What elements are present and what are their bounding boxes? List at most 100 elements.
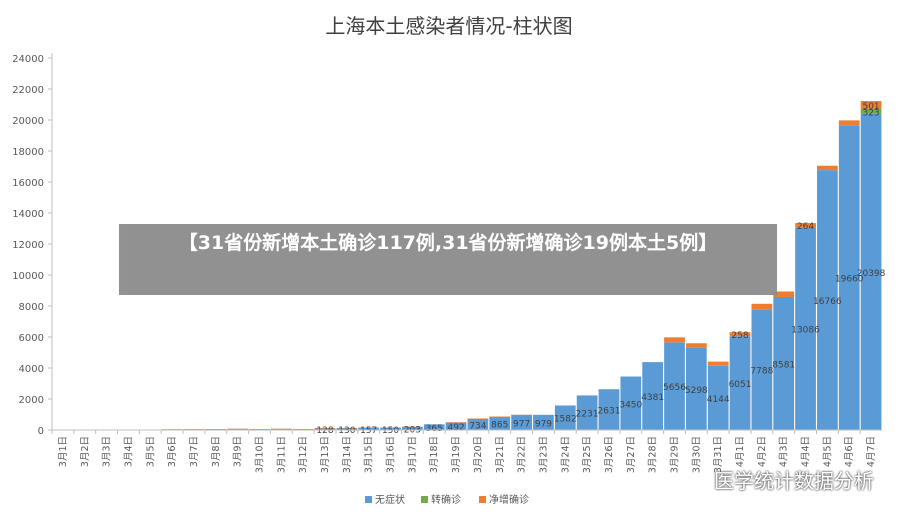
bar-segment [620, 376, 642, 430]
bar-segment [707, 365, 729, 430]
data-label: 128 [316, 426, 333, 436]
bar-segment [423, 424, 445, 430]
data-label: 20398 [857, 269, 886, 279]
bar-segment [402, 426, 423, 428]
x-tick-label: 3月26日 [604, 436, 615, 473]
bar-segment [729, 332, 751, 337]
x-tick-label: 3月14日 [342, 436, 353, 473]
data-label: 6051 [729, 380, 752, 390]
bar-segment [554, 405, 576, 430]
news-banner: 【31省份新增本土确诊117例,31省份新增确诊19例本土5例】 [119, 224, 777, 295]
x-axis: 3月1日 3月2日 3月3日 3月4日 3月5日 3月6日 3月7日 3月8日 3月9日 3月10… [51, 429, 882, 473]
x-tick-label: 3月29日 [670, 436, 681, 473]
y-tick-label: 0 [38, 426, 44, 437]
x-tick-label: 3月13日 [320, 436, 331, 473]
bar-segment [336, 427, 358, 430]
data-label: 150 [382, 426, 399, 436]
data-label: 865 [491, 420, 508, 430]
x-tick-label: 3月1日 [58, 436, 69, 467]
legend-swatch [421, 496, 428, 503]
data-label: 977 [513, 419, 530, 429]
bar-segment [358, 427, 380, 430]
data-label: 5656 [663, 383, 686, 393]
data-label: 2631 [598, 407, 621, 417]
bar-segment [511, 414, 532, 416]
data-label: 492 [447, 423, 464, 433]
y-tick-label: 4000 [19, 364, 44, 375]
bar-segment [642, 362, 664, 430]
data-label: 3450 [619, 400, 642, 410]
x-tick-label: 3月23日 [538, 436, 549, 473]
x-tick-label: 4月2日 [757, 436, 768, 467]
x-tick-label: 3月8日 [211, 436, 222, 467]
data-label: 258 [731, 331, 748, 341]
y-tick-label: 22000 [12, 85, 44, 96]
bar-segment [249, 428, 270, 430]
bar-segment [314, 428, 336, 429]
data-label: 264 [797, 222, 814, 232]
data-label: 979 [535, 419, 552, 429]
data-label: 16766 [813, 297, 842, 307]
y-tick-label: 10000 [12, 271, 44, 282]
bar-segment [380, 427, 401, 429]
data-label: 13086 [791, 326, 820, 336]
bar-segment [467, 418, 489, 420]
data-label: 5298 [685, 386, 708, 396]
bar-segment [336, 427, 358, 429]
legend-label: 净增确诊 [489, 493, 529, 506]
bar-segment [860, 101, 882, 109]
data-label: 130 [338, 426, 355, 436]
x-tick-label: 3月22日 [517, 436, 528, 473]
y-tick-label: 16000 [12, 178, 44, 189]
data-label: 323 [862, 108, 879, 118]
x-tick-label: 3月4日 [123, 436, 134, 467]
x-tick-label: 3月31日 [713, 436, 724, 473]
bar-segment [205, 429, 227, 430]
y-tick-label: 6000 [19, 333, 44, 344]
bar-segment [838, 125, 860, 431]
y-axis: 0 2000 4000 6000 8000 10000 12000 14000 16000 180… [12, 53, 53, 437]
bar-segment [729, 336, 751, 430]
x-tick-label: 3月15日 [364, 436, 375, 473]
bar-segment [664, 342, 685, 430]
y-tick-label: 12000 [12, 240, 44, 251]
x-tick-label: 4月1日 [735, 436, 746, 467]
x-tick-label: 4月3日 [779, 436, 790, 467]
x-tick-label: 3月9日 [233, 436, 244, 467]
legend-label: 无症状 [375, 493, 405, 506]
x-tick-label: 3月3日 [102, 436, 113, 467]
x-tick-label: 3月11日 [276, 436, 287, 473]
bar-segment [227, 428, 249, 430]
bar-segment [227, 428, 249, 430]
x-tick-label: 3月25日 [582, 436, 593, 473]
x-tick-label: 3月28日 [648, 436, 659, 473]
bar-segment [685, 343, 707, 348]
bar-segment [707, 361, 729, 366]
x-tick-label: 3月18日 [429, 436, 440, 473]
data-label: 501 [862, 102, 879, 112]
x-tick-label: 4月7日 [866, 436, 877, 467]
data-label: 365 [426, 424, 443, 434]
bar-segment [467, 418, 489, 430]
bar-segment [511, 414, 532, 430]
bar-segment [445, 422, 467, 423]
bar-segment [358, 427, 380, 429]
x-tick-label: 4月4日 [801, 436, 812, 467]
watermark: 医学统计数据分析 [714, 469, 874, 493]
bar-segment [380, 427, 401, 430]
bar-segment [817, 170, 838, 430]
x-tick-label: 3月20日 [473, 436, 484, 473]
bar-segment [838, 120, 860, 126]
y-tick-label: 2000 [19, 395, 44, 406]
data-label: 7788 [750, 367, 773, 377]
y-tick-label: 14000 [12, 209, 44, 220]
data-label: 4381 [641, 393, 664, 403]
data-label: 2231 [576, 410, 599, 420]
bar-segment [489, 416, 511, 430]
bar-segment [751, 309, 773, 430]
x-tick-label: 4月5日 [822, 436, 833, 467]
bar-segment [489, 416, 511, 418]
x-tick-label: 3月6日 [167, 436, 178, 467]
bar-segment [773, 291, 795, 297]
